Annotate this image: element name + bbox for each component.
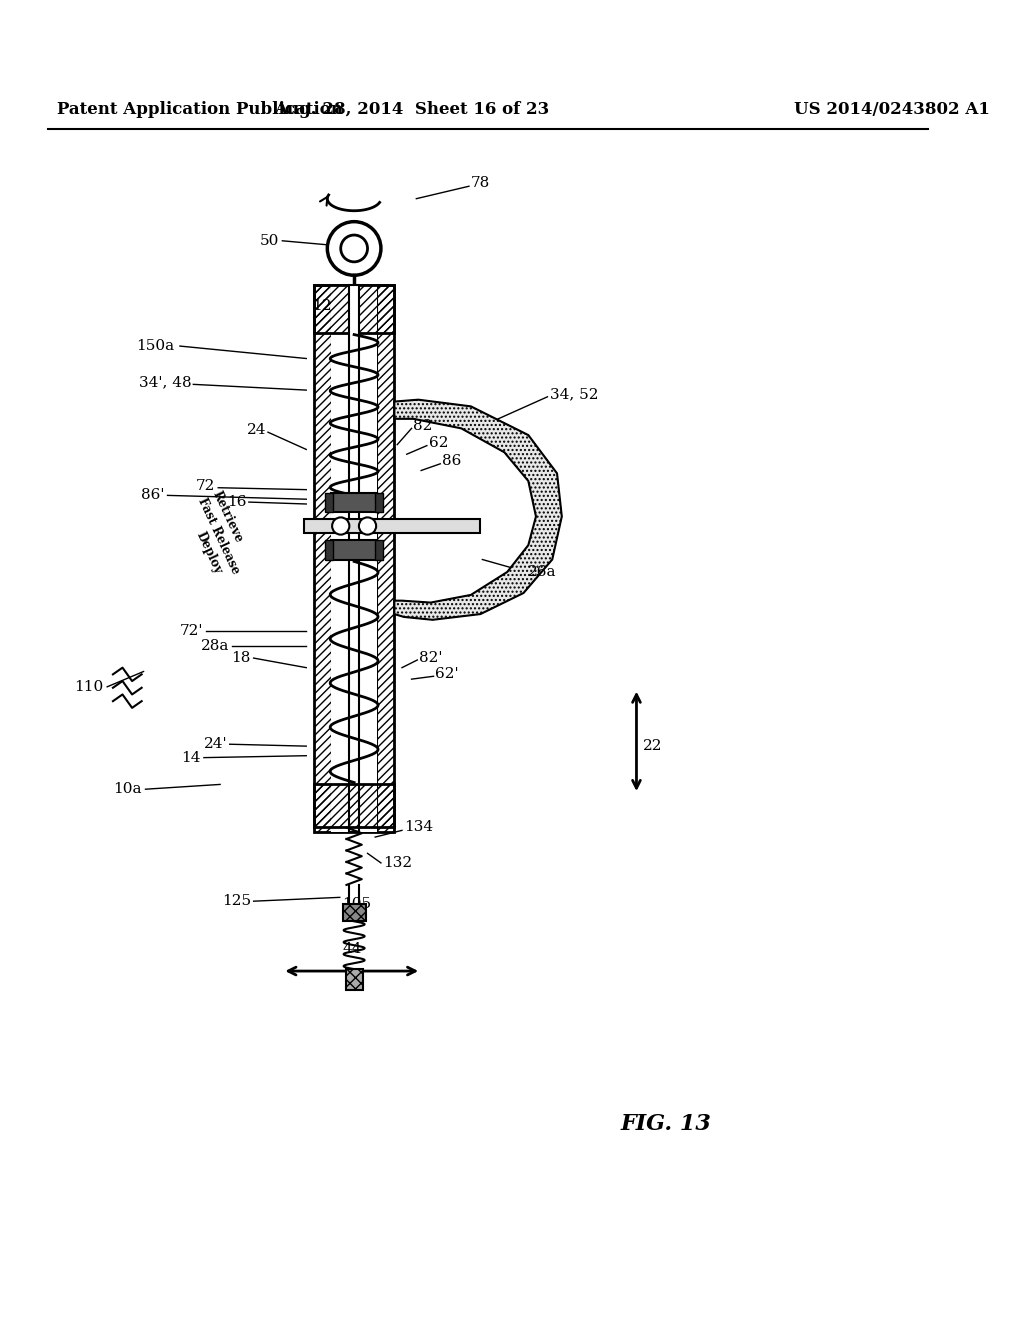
Bar (331, 285, 377, 833)
Bar (377, 285, 394, 833)
Bar (314, 784, 394, 828)
Text: 18: 18 (231, 651, 251, 665)
Bar (304, 519, 480, 533)
Text: 62: 62 (429, 436, 449, 450)
Text: 28a: 28a (202, 639, 229, 652)
Text: 10a: 10a (113, 783, 141, 796)
Text: 34', 48: 34', 48 (139, 375, 191, 389)
Text: 134: 134 (403, 821, 433, 834)
Text: 150a: 150a (136, 339, 174, 352)
Text: Deploy: Deploy (194, 529, 224, 576)
Bar (331, 540, 377, 560)
Text: 22: 22 (643, 739, 663, 754)
Text: 105: 105 (342, 898, 371, 911)
Text: 86': 86' (141, 488, 165, 503)
Bar (314, 285, 394, 333)
Text: Retrieve: Retrieve (210, 488, 246, 544)
Text: 14: 14 (181, 751, 201, 764)
Polygon shape (394, 400, 562, 620)
Text: Fast Release: Fast Release (195, 495, 242, 576)
Text: 110: 110 (74, 680, 103, 694)
Text: 82': 82' (419, 651, 442, 665)
Text: 34, 52: 34, 52 (550, 387, 599, 401)
Text: Aug. 28, 2014  Sheet 16 of 23: Aug. 28, 2014 Sheet 16 of 23 (274, 102, 549, 119)
Bar (314, 285, 394, 833)
Text: Patent Application Publication: Patent Application Publication (57, 102, 343, 119)
Text: 72: 72 (196, 479, 215, 492)
Bar (326, 540, 333, 560)
Text: 24: 24 (247, 424, 266, 437)
Text: 16: 16 (227, 495, 247, 510)
Text: 12: 12 (311, 298, 331, 313)
Bar (375, 540, 383, 560)
Text: 125: 125 (221, 894, 251, 908)
Bar (326, 492, 333, 512)
Bar (343, 904, 366, 921)
Text: 86: 86 (442, 454, 462, 467)
Text: 78: 78 (471, 177, 490, 190)
Text: 24': 24' (204, 738, 227, 751)
Circle shape (332, 517, 349, 535)
Bar (345, 969, 362, 990)
Text: 132: 132 (383, 855, 412, 870)
Text: 44: 44 (342, 942, 361, 956)
Text: US 2014/0243802 A1: US 2014/0243802 A1 (795, 102, 990, 119)
Text: 82: 82 (414, 418, 433, 433)
Text: 50: 50 (260, 234, 280, 248)
Text: 26a: 26a (528, 565, 557, 579)
Bar (314, 285, 331, 833)
Bar (375, 492, 383, 512)
Bar (331, 492, 377, 512)
Bar (349, 285, 358, 833)
Text: 62': 62' (435, 668, 459, 681)
Text: 72': 72' (179, 624, 203, 639)
Text: FIG. 13: FIG. 13 (621, 1113, 711, 1135)
Circle shape (358, 517, 376, 535)
